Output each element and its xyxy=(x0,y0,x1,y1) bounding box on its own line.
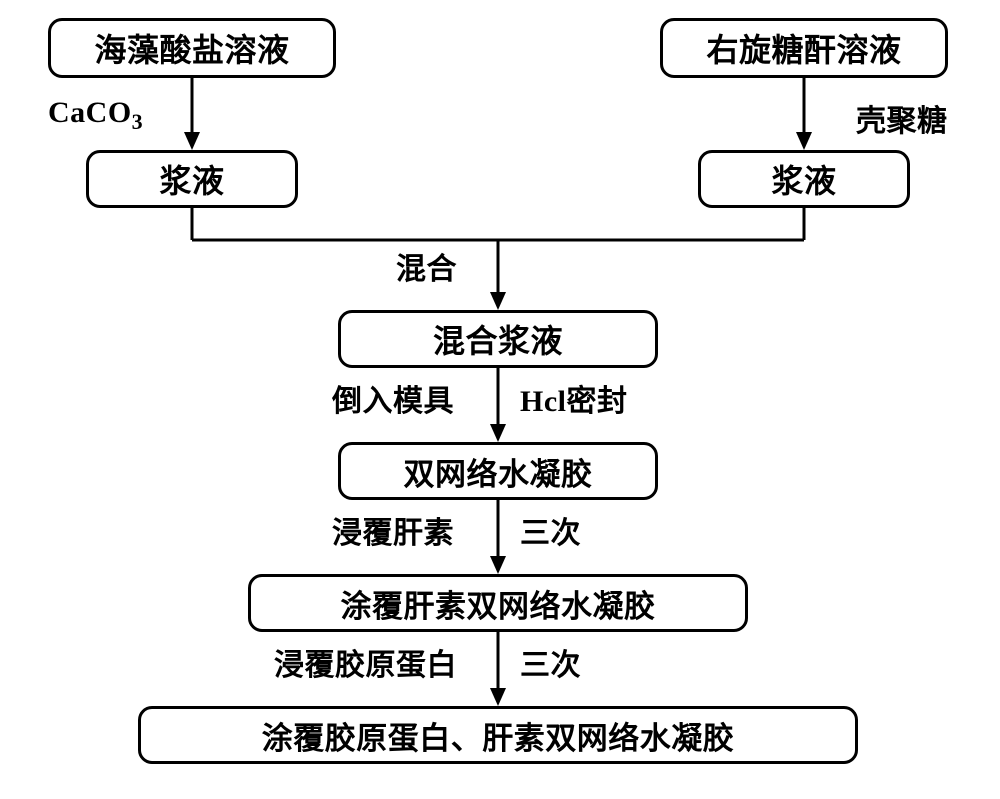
node-dual-network-hydrogel: 双网络水凝胶 xyxy=(338,442,658,500)
node-label: 双网络水凝胶 xyxy=(404,449,593,494)
node-label: 海藻酸盐溶液 xyxy=(94,25,289,71)
node-label: 混合浆液 xyxy=(433,316,563,362)
label-dip-collagen: 浸覆胶原蛋白 xyxy=(274,640,457,684)
node-mixed-slurry: 混合浆液 xyxy=(338,310,658,368)
node-label: 浆液 xyxy=(771,156,836,202)
flowchart-canvas: 海藻酸盐溶液 右旋糖酐溶液 浆液 浆液 混合浆液 双网络水凝胶 涂覆肝素双网络水… xyxy=(0,0,1000,799)
label-three-times-1: 三次 xyxy=(520,508,581,552)
node-dextran-solution: 右旋糖酐溶液 xyxy=(660,18,948,78)
label-pour-mold: 倒入模具 xyxy=(332,376,454,420)
node-label: 右旋糖酐溶液 xyxy=(706,25,901,71)
label-chitosan: 壳聚糖 xyxy=(856,96,948,140)
node-label: 涂覆胶原蛋白、肝素双网络水凝胶 xyxy=(262,713,735,758)
node-label: 涂覆肝素双网络水凝胶 xyxy=(341,581,656,626)
node-final-product: 涂覆胶原蛋白、肝素双网络水凝胶 xyxy=(138,706,858,764)
node-left-slurry: 浆液 xyxy=(86,150,298,208)
arrows-layer xyxy=(0,0,1000,799)
node-alginate-solution: 海藻酸盐溶液 xyxy=(48,18,336,78)
label-hcl-seal: Hcl密封 xyxy=(520,376,628,420)
label-three-times-2: 三次 xyxy=(520,640,581,684)
label-mix: 混合 xyxy=(396,244,457,288)
label-dip-heparin: 浸覆肝素 xyxy=(332,508,454,552)
node-heparin-coated: 涂覆肝素双网络水凝胶 xyxy=(248,574,748,632)
node-label: 浆液 xyxy=(159,156,224,202)
node-right-slurry: 浆液 xyxy=(698,150,910,208)
label-caco3: CaCO3 xyxy=(48,96,143,135)
